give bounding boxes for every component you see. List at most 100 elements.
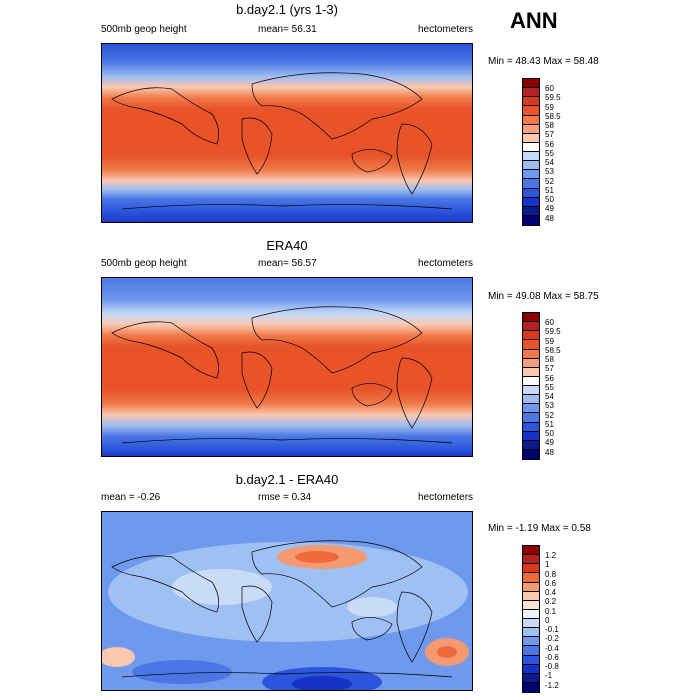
colorbar-swatch — [523, 431, 539, 441]
colorbar-tick-label: 0.6 — [545, 578, 557, 588]
panel3-colorbar — [522, 545, 540, 693]
colorbar-tick-label: 59 — [545, 102, 554, 112]
colorbar-swatch — [523, 197, 539, 207]
panel3-map — [101, 511, 473, 691]
colorbar-tick-label: -0.6 — [545, 652, 559, 662]
colorbar-tick-label: 57 — [545, 364, 554, 374]
colorbar-tick-label: 50 — [545, 195, 554, 204]
panel1-units-label: hectometers — [418, 24, 474, 35]
colorbar-tick-label: -1.2 — [545, 680, 559, 690]
panel2-units-label: hectometers — [418, 258, 474, 269]
colorbar-tick-label: 49 — [545, 438, 554, 448]
colorbar-swatch — [523, 133, 539, 143]
colorbar-swatch — [523, 404, 539, 414]
colorbar-tick-label: 48 — [545, 447, 554, 457]
colorbar-tick-label: 54 — [545, 392, 554, 401]
panel3-title: b.day2.1 - ERA40 — [235, 472, 339, 487]
colorbar-swatch — [523, 115, 539, 125]
colorbar-swatch — [523, 358, 539, 368]
colorbar-tick-label: -0.4 — [545, 643, 559, 653]
colorbar-tick-label: -0.1 — [545, 625, 559, 634]
colorbar-swatch — [523, 152, 539, 162]
colorbar-tick-label: 51 — [545, 185, 554, 195]
colorbar-swatch — [523, 609, 539, 619]
panel1-mean-label: mean= 56.31 — [258, 24, 317, 35]
panel1-colorbar — [522, 78, 540, 226]
colorbar-swatch — [523, 124, 539, 134]
colorbar-tick-label: 58 — [545, 355, 554, 364]
colorbar-tick-label: 52 — [545, 176, 554, 186]
colorbar-swatch — [523, 188, 539, 198]
colorbar-swatch — [523, 682, 539, 692]
colorbar-tick-label: 53 — [545, 167, 554, 177]
panel1-map — [101, 43, 473, 223]
colorbar-tick-label: -0.8 — [545, 662, 559, 671]
colorbar-swatch — [523, 322, 539, 332]
colorbar-tick-label: 59.5 — [545, 93, 561, 103]
colorbar-swatch — [523, 331, 539, 341]
colorbar-swatch — [523, 313, 539, 323]
colorbar-swatch — [523, 179, 539, 189]
colorbar-tick-label: -0.2 — [545, 634, 559, 644]
colorbar-swatch — [523, 413, 539, 423]
colorbar-tick-label: 59 — [545, 336, 554, 346]
colorbar-swatch — [523, 646, 539, 656]
colorbar-swatch — [523, 386, 539, 396]
colorbar-tick-label: 52 — [545, 410, 554, 420]
colorbar-swatch — [523, 215, 539, 225]
colorbar-swatch — [523, 206, 539, 216]
colorbar-swatch — [523, 170, 539, 180]
panel2-minmax: Min = 49.08 Max = 58.75 — [488, 291, 599, 302]
colorbar-tick-label: 54 — [545, 158, 554, 167]
panel2-colorbar — [522, 312, 540, 460]
colorbar-swatch — [523, 88, 539, 98]
colorbar-swatch — [523, 161, 539, 171]
panel1-title: b.day2.1 (yrs 1-3) — [236, 2, 338, 17]
colorbar-swatch — [523, 440, 539, 450]
colorbar-tick-label: 0.1 — [545, 606, 557, 616]
colorbar-swatch — [523, 673, 539, 683]
colorbar-swatch — [523, 367, 539, 377]
colorbar-swatch — [523, 600, 539, 610]
colorbar-swatch — [523, 628, 539, 638]
colorbar-tick-label: 1 — [545, 560, 550, 570]
panel2-map — [101, 277, 473, 457]
colorbar-swatch — [523, 349, 539, 359]
panel2-colorbar-labels: 60 59.5 59 58.5 58 57 56 55 54 53 52 51 50 49 48 — [545, 318, 561, 457]
colorbar-swatch — [523, 340, 539, 350]
colorbar-tick-label: 58.5 — [545, 345, 561, 355]
colorbar-swatch — [523, 395, 539, 405]
colorbar-swatch — [523, 449, 539, 459]
colorbar-tick-label: 58 — [545, 121, 554, 130]
panel3-mean-label: mean = -0.26 — [101, 492, 161, 503]
panel1-colorbar-labels: 60 59.5 59 58.5 58 57 56 55 54 53 52 51 50 49 48 — [545, 84, 561, 223]
colorbar-tick-label: 60 — [545, 318, 554, 327]
panel3-minmax: Min = -1.19 Max = 0.58 — [488, 523, 591, 534]
panel2-variable-label: 500mb geop height — [101, 258, 187, 269]
colorbar-swatch — [523, 79, 539, 89]
colorbar-tick-label: 49 — [545, 204, 554, 214]
colorbar-swatch — [523, 591, 539, 601]
colorbar-swatch — [523, 97, 539, 107]
colorbar-tick-label: 0.4 — [545, 588, 557, 597]
colorbar-swatch — [523, 422, 539, 432]
colorbar-tick-label: 55 — [545, 382, 554, 392]
colorbar-swatch — [523, 664, 539, 674]
colorbar-tick-label: 59.5 — [545, 327, 561, 337]
colorbar-tick-label: 50 — [545, 429, 554, 438]
colorbar-tick-label: 0 — [545, 615, 550, 625]
colorbar-swatch — [523, 564, 539, 574]
panel3-colorbar-labels: 1.2 1 0.8 0.6 0.4 0.2 0.1 0 -0.1 -0.2 -0.4 -0.6 -0.8… — [545, 551, 559, 690]
panel2-mean-label: mean= 56.57 — [258, 258, 317, 269]
colorbar-swatch — [523, 619, 539, 629]
panel3-rmse-label: rmse = 0.34 — [258, 492, 312, 503]
panel3-units-label: hectometers — [418, 492, 474, 503]
colorbar-tick-label: 51 — [545, 419, 554, 429]
colorbar-swatch — [523, 573, 539, 583]
panel1-variable-label: 500mb geop height — [101, 24, 187, 35]
colorbar-swatch — [523, 637, 539, 647]
colorbar-tick-label: 56 — [545, 139, 554, 149]
colorbar-tick-label: 1.2 — [545, 551, 557, 560]
season-label: ANN — [510, 8, 558, 33]
colorbar-swatch — [523, 106, 539, 116]
